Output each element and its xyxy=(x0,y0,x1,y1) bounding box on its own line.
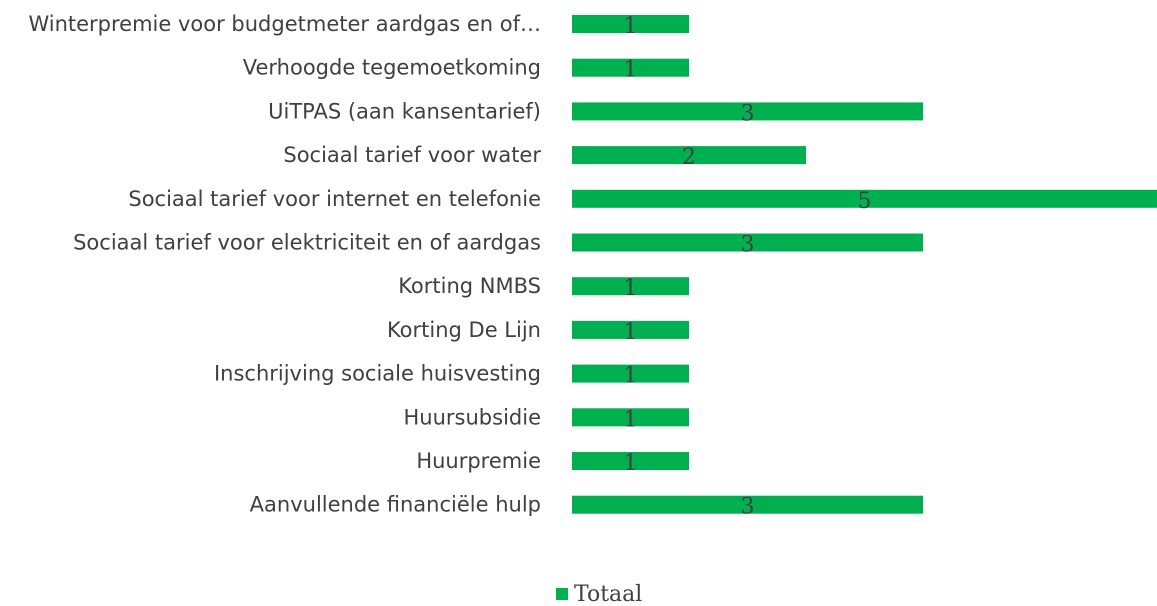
category-label: Huursubsidie xyxy=(404,405,541,429)
bar xyxy=(572,320,689,339)
category-label: Sociaal tarief voor internet en telefoni… xyxy=(128,187,541,211)
category-label: Huurpremie xyxy=(416,449,541,473)
data-label: 2 xyxy=(682,145,696,170)
category-label: Inschrijving sociale huisvesting xyxy=(214,362,541,386)
bar xyxy=(572,146,806,165)
category-label: Korting De Lijn xyxy=(387,318,541,342)
category-label: Sociaal tarief voor water xyxy=(283,143,541,167)
data-label: 1 xyxy=(624,364,638,389)
category-label: UiTPAS (aan kansentarief) xyxy=(268,99,541,123)
category-label: Sociaal tarief voor elektriciteit en of … xyxy=(73,231,541,255)
legend-label: Totaal xyxy=(574,582,642,606)
data-label: 1 xyxy=(624,58,638,83)
data-label: 1 xyxy=(624,276,638,301)
bar xyxy=(572,364,689,383)
category-label: Aanvullende financiële hulp xyxy=(250,493,541,517)
data-label: 1 xyxy=(624,320,638,345)
bar xyxy=(572,102,923,121)
data-label: 1 xyxy=(624,451,638,476)
bar xyxy=(572,189,1157,208)
bar xyxy=(572,58,689,77)
category-label: Winterpremie voor budgetmeter aardgas en… xyxy=(28,12,541,36)
bar xyxy=(572,277,689,296)
category-label: Korting NMBS xyxy=(398,274,541,298)
data-label: 3 xyxy=(741,233,755,258)
data-label: 5 xyxy=(858,189,872,214)
bar xyxy=(572,452,689,470)
legend-swatch xyxy=(556,588,568,600)
bar xyxy=(572,233,923,252)
category-label: Verhoogde tegemoetkoming xyxy=(243,56,541,80)
data-label: 1 xyxy=(624,407,638,432)
data-label: 1 xyxy=(624,14,638,39)
bar xyxy=(572,495,923,514)
bar xyxy=(572,408,689,427)
data-label: 3 xyxy=(741,495,755,520)
bar xyxy=(572,15,689,33)
data-label: 3 xyxy=(741,101,755,126)
